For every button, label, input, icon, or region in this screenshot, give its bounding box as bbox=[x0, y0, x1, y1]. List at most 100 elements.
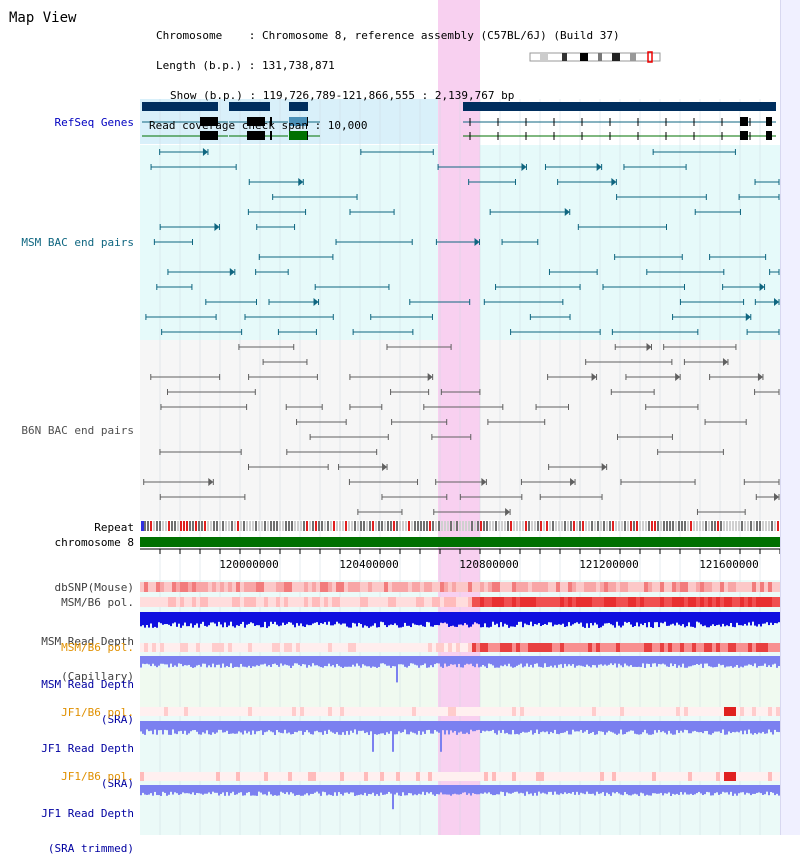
heat-cell bbox=[244, 707, 248, 716]
depth-bar bbox=[572, 612, 574, 625]
chromosome-bar[interactable] bbox=[140, 537, 780, 547]
msm-bac-label[interactable]: MSM BAC end pairs bbox=[21, 236, 134, 249]
repeat-mark bbox=[402, 521, 404, 531]
depth-bar bbox=[210, 721, 212, 735]
highlight-region[interactable] bbox=[438, 0, 480, 835]
depth-bar bbox=[608, 612, 610, 623]
depth-bar bbox=[526, 721, 528, 733]
heat-cell bbox=[436, 643, 440, 652]
depth-bar bbox=[508, 656, 510, 664]
jf1-read-depth-sra-trimmed-track[interactable] bbox=[140, 785, 780, 810]
repeat-mark bbox=[423, 521, 425, 531]
depth-bar bbox=[654, 656, 656, 664]
heat-cell bbox=[504, 772, 508, 781]
depth-bar bbox=[592, 612, 594, 626]
depth-bar bbox=[728, 612, 730, 627]
depth-bar bbox=[520, 612, 522, 622]
repeat-mark bbox=[153, 521, 155, 531]
depth-bar bbox=[668, 612, 670, 626]
depth-bar bbox=[754, 656, 756, 664]
depth-bar bbox=[242, 656, 244, 667]
depth-bar bbox=[262, 612, 264, 628]
depth-bar bbox=[404, 785, 406, 796]
depth-bar bbox=[574, 656, 576, 668]
heat-cell bbox=[308, 597, 312, 607]
heat-cell bbox=[556, 643, 560, 652]
repeat-mark bbox=[162, 521, 164, 531]
depth-bar bbox=[766, 612, 768, 623]
jf1-b6-pol-track-1[interactable] bbox=[140, 707, 780, 716]
depth-bar bbox=[602, 612, 604, 626]
depth-bar bbox=[658, 656, 660, 664]
refseq-genes-label[interactable]: RefSeq Genes bbox=[54, 116, 134, 129]
heat-cell bbox=[384, 643, 388, 652]
depth-bar bbox=[472, 721, 474, 732]
repeat-mark bbox=[294, 521, 296, 531]
msm-read-depth-sra-track[interactable] bbox=[140, 656, 780, 683]
repeat-track[interactable] bbox=[141, 521, 779, 531]
heat-cell bbox=[316, 772, 320, 781]
msm-bac-end-pairs-track[interactable] bbox=[145, 148, 780, 335]
heat-cell bbox=[692, 772, 696, 781]
exon-block bbox=[270, 117, 272, 126]
heat-cell bbox=[264, 597, 268, 607]
depth-bar bbox=[284, 656, 286, 665]
repeat-mark bbox=[420, 521, 422, 531]
repeat-mark bbox=[564, 521, 566, 531]
msm-read-depth-capillary-track[interactable] bbox=[140, 612, 780, 628]
heat-cell bbox=[324, 707, 328, 716]
heat-cell bbox=[440, 643, 444, 652]
heat-cell bbox=[188, 597, 192, 607]
repeat-mark bbox=[543, 521, 545, 531]
heat-cell bbox=[160, 772, 164, 781]
refseq-genes-track[interactable] bbox=[142, 102, 776, 140]
dbsnp-track[interactable] bbox=[140, 582, 780, 592]
depth-bar bbox=[160, 612, 162, 624]
bac-arrow bbox=[229, 268, 235, 276]
msm-b6-pol-track-1[interactable] bbox=[140, 597, 780, 607]
depth-bar bbox=[314, 785, 316, 793]
depth-bar bbox=[290, 612, 292, 623]
depth-bar bbox=[532, 721, 534, 735]
heat-cell bbox=[404, 643, 408, 652]
heat-cell bbox=[460, 597, 464, 607]
heat-cell bbox=[148, 772, 152, 781]
heat-cell bbox=[420, 582, 424, 592]
depth-bar bbox=[382, 612, 384, 623]
repeat-mark bbox=[528, 521, 530, 531]
heat-cell bbox=[752, 707, 756, 716]
heat-cell bbox=[592, 582, 596, 592]
depth-bar bbox=[612, 612, 614, 626]
msm-b6-pol-track-2[interactable] bbox=[140, 643, 780, 652]
repeat-mark bbox=[579, 521, 581, 531]
depth-bar bbox=[670, 721, 672, 734]
depth-bar bbox=[754, 612, 756, 626]
heat-cell bbox=[564, 772, 568, 781]
jf1-read-depth-sra-track[interactable] bbox=[140, 721, 780, 752]
depth-bar bbox=[646, 721, 648, 734]
depth-bar bbox=[778, 721, 780, 733]
b6n-bac-end-pairs-track[interactable] bbox=[143, 343, 780, 516]
depth-bar bbox=[560, 721, 562, 734]
chromosome-ideogram[interactable] bbox=[529, 51, 661, 63]
map-canvas[interactable]: 120000000 120400000 120800000 121200000 1216… bbox=[0, 0, 780, 835]
heat-cell bbox=[672, 643, 676, 652]
b6n-bac-label[interactable]: B6N BAC end pairs bbox=[21, 424, 134, 437]
depth-bar bbox=[556, 721, 558, 734]
depth-bar bbox=[254, 785, 256, 796]
depth-bar bbox=[180, 612, 182, 628]
depth-bar bbox=[152, 785, 154, 796]
depth-bar bbox=[392, 612, 394, 625]
depth-bar bbox=[700, 785, 702, 794]
heat-cell bbox=[756, 707, 760, 716]
depth-bar bbox=[312, 612, 314, 624]
depth-bar bbox=[376, 656, 378, 668]
heat-cell bbox=[256, 643, 260, 652]
heat-cell bbox=[284, 643, 288, 652]
depth-bar bbox=[374, 656, 376, 667]
right-scroll-region[interactable] bbox=[780, 0, 800, 835]
depth-bar bbox=[732, 721, 734, 732]
depth-bar bbox=[532, 656, 534, 668]
jf1-b6-pol-track-2[interactable] bbox=[140, 772, 780, 781]
axis-tick-label: 120400000 bbox=[339, 558, 399, 571]
